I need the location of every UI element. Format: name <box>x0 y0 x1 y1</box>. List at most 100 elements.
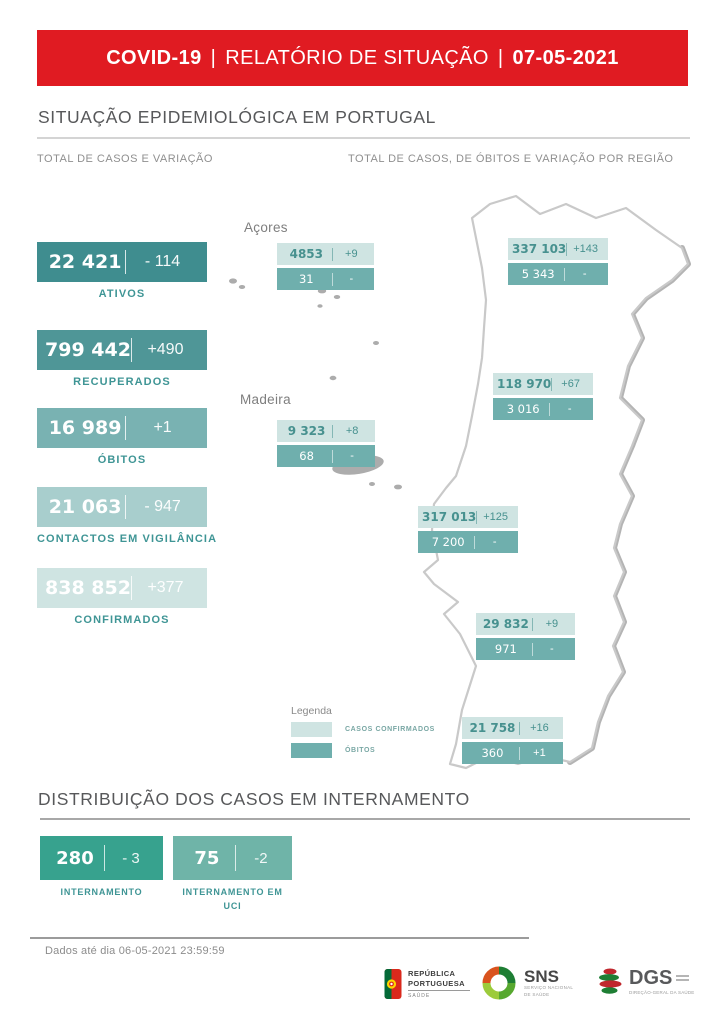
stat-obitos: 16 989 +1 ÓBITOS <box>37 408 207 466</box>
region-alentejo: 29 832 +9 971 - <box>476 613 575 663</box>
stat-label: ATIVOS <box>98 288 146 300</box>
stat-box-internamento: 280 - 3 <box>40 836 163 880</box>
legend-label: CASOS CONFIRMADOS <box>345 726 435 733</box>
region-cases-box: 21 758 +16 <box>462 717 563 739</box>
region-cases: 21 758 <box>469 721 516 735</box>
region-cases-box: 29 832 +9 <box>476 613 575 635</box>
stat-label: CONFIRMADOS <box>74 614 170 626</box>
divider <box>564 267 566 281</box>
region-deaths: 971 <box>494 642 517 656</box>
logo-text: SNS <box>524 967 559 987</box>
region-deaths: 68 <box>299 449 314 463</box>
divider <box>125 250 127 274</box>
column-header-por-regiao: TOTAL DE CASOS, DE ÓBITOS E VARIAÇÃO POR… <box>348 153 674 165</box>
section-divider <box>40 818 690 820</box>
region-centro: 118 970 +67 3 016 - <box>493 373 593 423</box>
logo-dgs: DGS DIREÇÃO-GERAL DA SAÚDE <box>597 967 695 995</box>
stat-value: 75 <box>194 847 220 869</box>
stat-delta: - 114 <box>144 253 181 270</box>
sns-ring-icon <box>482 966 516 1000</box>
region-deaths-delta: - <box>550 643 554 655</box>
stat-confirmados: 838 852 +377 CONFIRMADOS <box>37 568 207 626</box>
divider <box>566 242 568 256</box>
legend: Legenda CASOS CONFIRMADOS ÓBITOS <box>291 705 441 764</box>
region-cases-delta: +125 <box>483 511 509 523</box>
region-cases-delta: +67 <box>561 378 580 390</box>
logo-sns: SNS SERVIÇO NACIONAL DE SAÚDE <box>482 966 573 1000</box>
stat-label: INTERNAMENTO <box>60 887 143 897</box>
legend-swatch-obitos <box>291 743 332 758</box>
region-deaths-delta: - <box>582 268 587 280</box>
region-deaths-box: 3 016 - <box>493 398 593 420</box>
region-deaths-delta: - <box>567 403 572 415</box>
region-deaths-delta: - <box>350 450 354 462</box>
region-deaths-box: 5 343 - <box>508 263 608 285</box>
stat-box-contactos: 21 063 - 947 <box>37 487 207 527</box>
region-deaths: 360 <box>481 746 504 760</box>
legend-title: Legenda <box>291 705 332 717</box>
stat-value: 838 852 <box>45 577 131 599</box>
region-deaths-box: 31 - <box>277 268 374 290</box>
stat-label: ÓBITOS <box>97 454 147 466</box>
stat-internamento: 280 - 3 INTERNAMENTO <box>40 836 163 900</box>
region-label-madeira: Madeira <box>240 392 291 407</box>
stat-box-recuperados: 799 442 +490 <box>37 330 207 370</box>
region-cases: 317 013 <box>422 510 477 524</box>
stat-delta: - 947 <box>144 498 181 515</box>
divider <box>125 416 127 440</box>
region-lisboa-vale-tejo: 317 013 +125 7 200 - <box>418 506 518 556</box>
stat-recuperados: 799 442 +490 RECUPERADOS <box>37 330 207 388</box>
divider <box>125 495 127 519</box>
logo-republica-portuguesa: REPÚBLICA PORTUGUESA SAÚDE <box>384 968 470 1000</box>
logo-subtext: SERVIÇO NACIONAL <box>524 985 574 991</box>
section-title-internamento: DISTRIBUIÇÃO DOS CASOS EM INTERNAMENTO <box>38 789 470 809</box>
region-cases-box: 317 013 +125 <box>418 506 518 528</box>
region-cases-delta: +143 <box>573 243 599 255</box>
region-cases-box: 4853 +9 <box>277 243 374 265</box>
stat-value: 21 063 <box>48 496 122 518</box>
divider <box>332 449 334 463</box>
stat-box-internamento-uci: 75 -2 <box>173 836 292 880</box>
stat-delta: +1 <box>153 419 172 436</box>
logo-text: DGS <box>629 966 673 989</box>
region-cases-box: 118 970 +67 <box>493 373 593 395</box>
stat-delta: +490 <box>147 341 184 358</box>
stat-box-confirmados: 838 852 +377 <box>37 568 207 608</box>
region-algarve: 21 758 +16 360 +1 <box>462 717 563 767</box>
region-cases-delta: +9 <box>345 248 358 260</box>
divider <box>476 510 478 524</box>
divider <box>130 338 132 362</box>
divider <box>518 746 520 760</box>
region-deaths-box: 360 +1 <box>462 742 563 764</box>
region-cases: 4853 <box>289 247 323 261</box>
legend-label: ÓBITOS <box>345 747 376 754</box>
divider <box>531 642 533 656</box>
stat-ativos: 22 421 - 114 ATIVOS <box>37 242 207 300</box>
divider <box>531 617 533 631</box>
logo-text: PORTUGUESA <box>408 978 465 988</box>
region-deaths-delta: - <box>349 273 354 285</box>
region-cases: 29 832 <box>482 617 529 631</box>
azores-islands <box>229 278 379 381</box>
divider <box>103 845 105 871</box>
region-cases-box: 337 103 +143 <box>508 238 608 260</box>
region-deaths: 31 <box>298 272 314 286</box>
logo-mini-lines <box>676 973 690 983</box>
divider <box>234 845 236 871</box>
stat-box-obitos: 16 989 +1 <box>37 408 207 448</box>
region-cases-delta: +16 <box>530 722 549 734</box>
stat-delta: +377 <box>147 579 184 596</box>
divider <box>331 247 333 261</box>
portugal-flag-icon <box>384 969 402 999</box>
section-title-epidemiologia: SITUAÇÃO EPIDEMIOLÓGICA EM PORTUGAL <box>38 107 436 127</box>
region-deaths-box: 971 - <box>476 638 575 660</box>
stat-label: RECUPERADOS <box>73 376 171 388</box>
stat-internamento-uci: 75 -2 INTERNAMENTO EM UCI <box>173 836 292 913</box>
region-acores: 4853 +9 31 - <box>277 243 374 293</box>
region-deaths-delta: +1 <box>533 747 546 759</box>
region-cases-box: 9 323 +8 <box>277 420 375 442</box>
region-deaths-delta: - <box>492 536 497 548</box>
legend-item-casos-confirmados: CASOS CONFIRMADOS <box>291 722 441 737</box>
region-deaths-box: 68 - <box>277 445 375 467</box>
